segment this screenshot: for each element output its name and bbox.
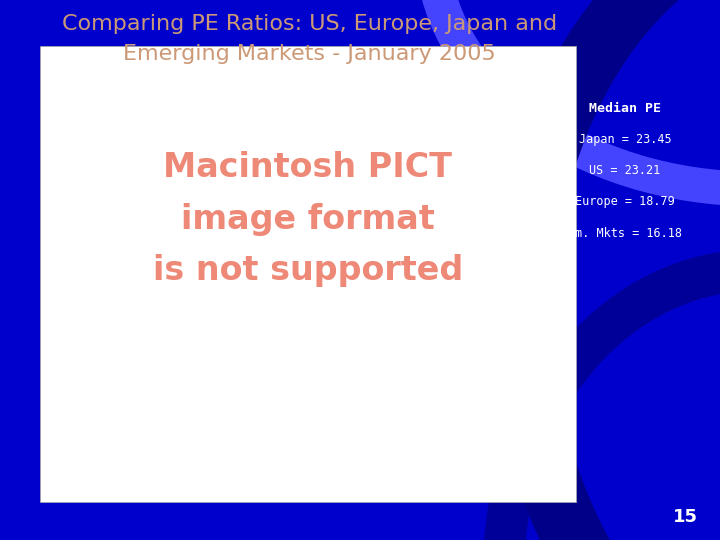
Text: Japan = 23.45: Japan = 23.45 bbox=[579, 133, 671, 146]
Text: Comparing PE Ratios: US, Europe, Japan and: Comparing PE Ratios: US, Europe, Japan a… bbox=[62, 14, 557, 35]
Text: 15: 15 bbox=[673, 509, 698, 526]
Text: Europe = 18.79: Europe = 18.79 bbox=[575, 195, 675, 208]
Text: Em. Mkts = 16.18: Em. Mkts = 16.18 bbox=[568, 227, 682, 240]
Text: Emerging Markets - January 2005: Emerging Markets - January 2005 bbox=[123, 44, 496, 64]
Text: US = 23.21: US = 23.21 bbox=[590, 164, 660, 177]
Text: is not supported: is not supported bbox=[153, 254, 463, 287]
Text: Macintosh PICT: Macintosh PICT bbox=[163, 152, 452, 185]
Text: image format: image format bbox=[181, 203, 435, 236]
Text: Median PE: Median PE bbox=[589, 102, 661, 114]
FancyBboxPatch shape bbox=[40, 46, 576, 502]
